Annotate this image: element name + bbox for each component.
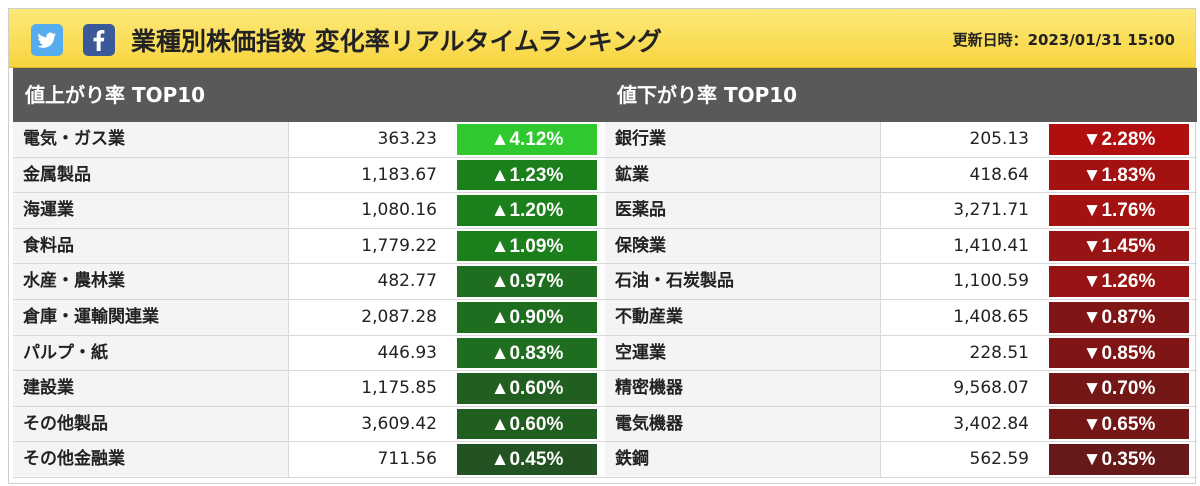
industry-name: 鉄鋼 bbox=[605, 442, 881, 477]
change-badge: ▲1.20% bbox=[457, 195, 597, 226]
index-value: 446.93 bbox=[289, 335, 457, 371]
change-badge: ▲1.09% bbox=[457, 230, 597, 262]
page-title: 業種別株価指数 変化率リアルタイムランキング bbox=[131, 27, 662, 56]
change-badge: ▲0.45% bbox=[457, 444, 597, 475]
industry-name: 医薬品 bbox=[605, 193, 881, 228]
index-value: 3,609.42 bbox=[289, 406, 457, 442]
change-badge: ▼0.85% bbox=[1049, 337, 1189, 369]
index-value: 205.13 bbox=[881, 122, 1049, 157]
index-value: 9,568.07 bbox=[881, 371, 1049, 406]
table-row: 銀行業 205.13 ▼2.28% bbox=[605, 122, 1197, 158]
change-badge: ▲0.90% bbox=[457, 301, 597, 333]
table-row: 金属製品 1,183.67 ▲1.23% bbox=[13, 157, 605, 194]
table-row: 石油・石炭製品 1,100.59 ▼1.26% bbox=[605, 264, 1197, 300]
index-value: 711.56 bbox=[289, 442, 457, 477]
industry-name: その他製品 bbox=[13, 406, 289, 442]
table-row: パルプ・紙 446.93 ▲0.83% bbox=[13, 335, 605, 372]
header-bar: 業種別株価指数 変化率リアルタイムランキング 更新日時：2023/01/31 1… bbox=[9, 9, 1195, 68]
index-value: 363.23 bbox=[289, 122, 457, 157]
table-row: 医薬品 3,271.71 ▼1.76% bbox=[605, 193, 1197, 229]
table-row: 不動産業 1,408.65 ▼0.87% bbox=[605, 299, 1197, 336]
ranking-widget: 業種別株価指数 変化率リアルタイムランキング 更新日時：2023/01/31 1… bbox=[8, 8, 1197, 484]
industry-name: 食料品 bbox=[13, 228, 289, 264]
industry-name: 電気機器 bbox=[605, 406, 881, 442]
change-badge: ▼0.65% bbox=[1049, 408, 1189, 440]
change-badge: ▼0.70% bbox=[1049, 373, 1189, 404]
losers-title: 値下がり率 TOP10 bbox=[605, 68, 1197, 122]
facebook-icon bbox=[93, 30, 105, 51]
table-row: 保険業 1,410.41 ▼1.45% bbox=[605, 228, 1197, 265]
index-value: 3,402.84 bbox=[881, 406, 1049, 442]
industry-name: パルプ・紙 bbox=[13, 335, 289, 371]
table-row: 倉庫・運輸関連業 2,087.28 ▲0.90% bbox=[13, 299, 605, 336]
index-value: 418.64 bbox=[881, 157, 1049, 193]
facebook-share-button[interactable] bbox=[83, 24, 115, 56]
table-row: 鉄鋼 562.59 ▼0.35% bbox=[605, 442, 1197, 478]
industry-name: 精密機器 bbox=[605, 371, 881, 406]
change-badge: ▼1.26% bbox=[1049, 266, 1189, 297]
losers-panel: 値下がり率 TOP10 銀行業 205.13 ▼2.28% 鉱業 418.64 ▼1.83… bbox=[605, 68, 1197, 478]
change-badge: ▲0.97% bbox=[457, 266, 597, 297]
industry-name: 倉庫・運輸関連業 bbox=[13, 299, 289, 335]
index-value: 1,779.22 bbox=[289, 228, 457, 264]
index-value: 1,100.59 bbox=[881, 264, 1049, 299]
table-row: 空運業 228.51 ▼0.85% bbox=[605, 335, 1197, 372]
table-row: その他金融業 711.56 ▲0.45% bbox=[13, 442, 605, 478]
change-badge: ▼1.76% bbox=[1049, 195, 1189, 226]
change-badge: ▲0.60% bbox=[457, 408, 597, 440]
industry-name: 水産・農林業 bbox=[13, 264, 289, 299]
industry-name: 鉱業 bbox=[605, 157, 881, 193]
index-value: 562.59 bbox=[881, 442, 1049, 477]
table-row: 精密機器 9,568.07 ▼0.70% bbox=[605, 371, 1197, 407]
table-row: 建設業 1,175.85 ▲0.60% bbox=[13, 371, 605, 407]
industry-name: 建設業 bbox=[13, 371, 289, 406]
gainers-panel: 値上がり率 TOP10 電気・ガス業 363.23 ▲4.12% 金属製品 1,183.… bbox=[13, 68, 605, 478]
index-value: 1,410.41 bbox=[881, 228, 1049, 264]
twitter-share-button[interactable] bbox=[31, 24, 63, 56]
table-row: 水産・農林業 482.77 ▲0.97% bbox=[13, 264, 605, 300]
index-value: 3,271.71 bbox=[881, 193, 1049, 228]
index-value: 228.51 bbox=[881, 335, 1049, 371]
index-value: 1,183.67 bbox=[289, 157, 457, 193]
index-value: 2,087.28 bbox=[289, 299, 457, 335]
change-badge: ▲1.23% bbox=[457, 159, 597, 191]
table-row: 電気機器 3,402.84 ▼0.65% bbox=[605, 406, 1197, 443]
table-row: その他製品 3,609.42 ▲0.60% bbox=[13, 406, 605, 443]
industry-name: 電気・ガス業 bbox=[13, 122, 289, 157]
change-badge: ▼0.87% bbox=[1049, 301, 1189, 333]
industry-name: 不動産業 bbox=[605, 299, 881, 335]
industry-name: 銀行業 bbox=[605, 122, 881, 157]
index-value: 1,408.65 bbox=[881, 299, 1049, 335]
change-badge: ▼0.35% bbox=[1049, 444, 1189, 475]
table-row: 海運業 1,080.16 ▲1.20% bbox=[13, 193, 605, 229]
industry-name: その他金融業 bbox=[13, 442, 289, 477]
industry-name: 海運業 bbox=[13, 193, 289, 228]
change-badge: ▲0.60% bbox=[457, 373, 597, 404]
twitter-icon bbox=[37, 32, 56, 48]
table-row: 食料品 1,779.22 ▲1.09% bbox=[13, 228, 605, 265]
gainers-title: 値上がり率 TOP10 bbox=[13, 68, 605, 122]
industry-name: 保険業 bbox=[605, 228, 881, 264]
change-badge: ▼1.45% bbox=[1049, 230, 1189, 262]
industry-name: 金属製品 bbox=[13, 157, 289, 193]
updated-timestamp: 更新日時：2023/01/31 15:00 bbox=[952, 31, 1175, 49]
industry-name: 空運業 bbox=[605, 335, 881, 371]
index-value: 482.77 bbox=[289, 264, 457, 299]
change-badge: ▲4.12% bbox=[457, 124, 597, 155]
industry-name: 石油・石炭製品 bbox=[605, 264, 881, 299]
index-value: 1,175.85 bbox=[289, 371, 457, 406]
index-value: 1,080.16 bbox=[289, 193, 457, 228]
table-row: 電気・ガス業 363.23 ▲4.12% bbox=[13, 122, 605, 158]
change-badge: ▼2.28% bbox=[1049, 124, 1189, 155]
change-badge: ▼1.83% bbox=[1049, 159, 1189, 191]
change-badge: ▲0.83% bbox=[457, 337, 597, 369]
table-row: 鉱業 418.64 ▼1.83% bbox=[605, 157, 1197, 194]
